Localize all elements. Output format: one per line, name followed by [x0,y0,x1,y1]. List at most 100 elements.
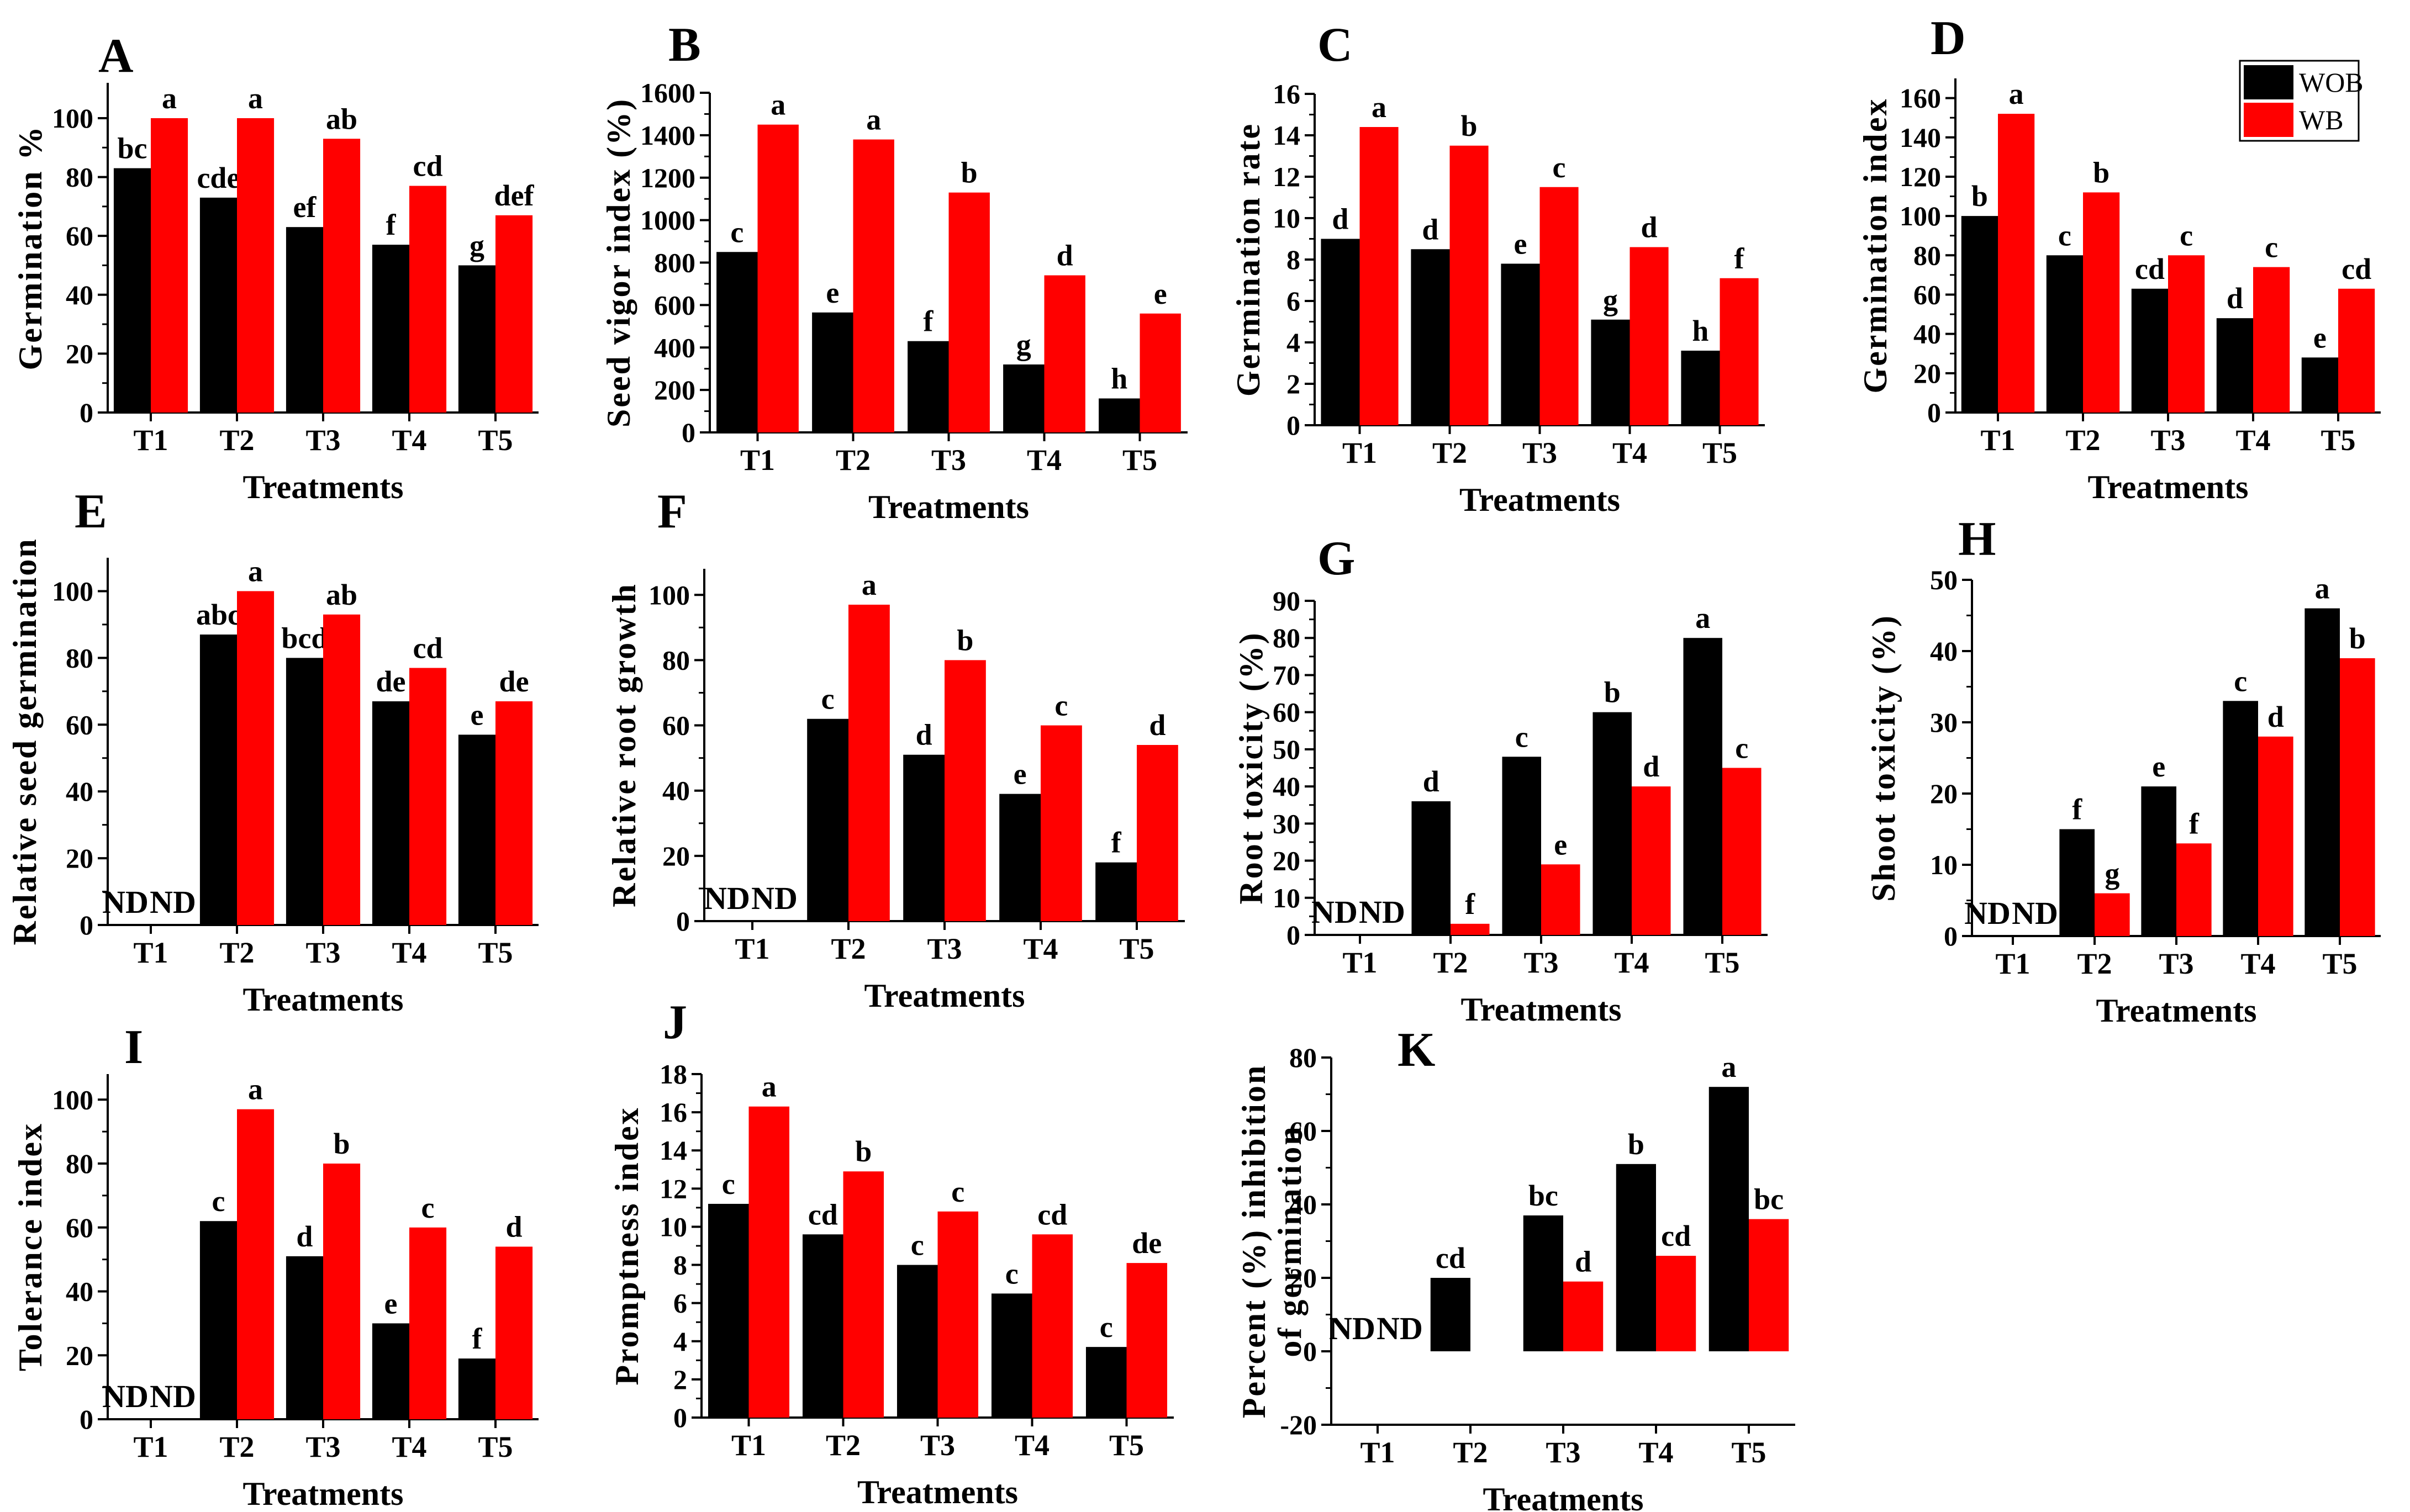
significance-label: de [499,665,529,698]
x-tick-label: T5 [478,1430,513,1463]
x-tick-label: T1 [1342,436,1377,469]
significance-label: d [2227,282,2243,315]
significance-label: cd [2135,252,2165,286]
bar-wb-t1 [748,1106,790,1418]
x-tick-label: T4 [1023,932,1058,965]
x-tick-label: T4 [392,424,426,457]
y-tick-label: 20 [662,840,690,871]
y-tick-label: 20 [1289,1262,1317,1293]
y-tick-label: 10 [660,1211,687,1242]
significance-label: e [1154,277,1167,310]
x-tick-label: T3 [927,932,962,965]
y-tick-label: 16 [660,1097,687,1128]
y-tick-label: 0 [1303,1336,1317,1367]
significance-label: g [470,229,484,262]
significance-label: abc [196,598,241,631]
y-tick-label: 2 [1286,368,1300,399]
y-tick-label: 6 [1286,286,1300,316]
x-tick-label: T1 [133,936,168,969]
significance-label: f [1734,242,1745,275]
significance-label: b [957,623,973,657]
significance-label: f [2189,807,2200,840]
bar-wb-t4 [409,1227,447,1419]
y-tick-label: 40 [66,776,93,807]
significance-label: b [961,156,978,189]
bar-wb-t4 [409,186,447,413]
significance-label: a [1695,601,1710,635]
significance-label: e [826,276,839,309]
significance-label: bc [117,132,147,165]
significance-label: c [1005,1257,1019,1290]
significance-label: h [1111,362,1127,395]
x-axis-label: Treatments [1483,1481,1643,1512]
y-axis-label: Root toxicity (%) [1233,631,1269,904]
bar-wb-t5 [2340,658,2375,936]
significance-label: a [862,568,877,601]
x-tick-label: T3 [920,1429,955,1462]
x-tick-label: T5 [1119,932,1154,965]
significance-label: d [296,1220,313,1253]
significance-label: d [1332,203,1348,236]
significance-label: e [2313,321,2327,354]
bar-wob-t4 [372,701,409,925]
bar-wb-t2 [237,118,275,413]
significance-label: b [1971,179,1988,213]
significance-label: d [1641,211,1658,244]
bar-wob-t5 [458,1358,495,1419]
y-tick-label: 20 [1930,778,1958,809]
bar-wob-t5 [2304,608,2340,936]
bar-wb-t4 [2253,267,2290,413]
nd-label-wob: ND [704,880,750,916]
significance-label: c [821,683,835,716]
x-axis-label: Treatments [857,1474,1018,1510]
x-tick-label: T3 [305,1430,340,1463]
bar-wob-t2 [2046,255,2083,413]
y-tick-label: 1600 [640,77,695,108]
panel-e: E 0 20 40 60 80 100 Relative seed germination T1… [7,485,539,1018]
panel-letter: D [1931,12,1966,65]
y-tick-label: 800 [654,247,695,278]
y-tick-label: 4 [1286,327,1300,358]
y-tick-label: 70 [1273,659,1300,690]
y-tick-label: 120 [1900,161,1941,192]
significance-label: c [2180,219,2193,252]
y-tick-label: 40 [1930,636,1958,667]
y-tick-label: 30 [1930,707,1958,738]
significance-label: c [2058,219,2071,252]
x-tick-label: T4 [1614,946,1649,979]
x-tick-label: T5 [1122,443,1157,477]
significance-label: g [2105,857,2119,890]
y-tick-label: 80 [66,642,93,673]
legend-swatch-wb [2244,103,2293,137]
y-tick-label: 8 [673,1250,687,1281]
significance-label: e [470,698,483,731]
bar-wob-t3 [2131,288,2168,413]
y-axis-label-line2: of germination [1272,1125,1308,1357]
y-tick-label: 6 [673,1288,687,1319]
y-tick-label: 20 [66,338,93,369]
x-tick-label: T1 [133,1430,168,1463]
x-tick-label: T1 [1342,946,1377,979]
x-tick-label: T1 [1980,424,2015,457]
bar-wb-t1 [1998,114,2035,413]
y-tick-label: 40 [1273,771,1300,802]
bar-wb-t2 [237,591,275,925]
significance-label: d [1643,750,1659,783]
x-tick-label: T4 [1027,443,1062,477]
significance-label: cde [197,161,240,194]
significance-label: cd [413,632,443,665]
y-tick-label: 40 [1913,319,1941,350]
bar-wb-t5 [495,215,533,413]
nd-label-wob: ND [102,884,149,920]
x-axis-label: Treatments [868,489,1029,525]
nd-label-wob: ND [1329,1310,1375,1346]
bar-wb-t2 [2083,192,2120,413]
panel-letter: B [668,18,701,72]
y-tick-label: 20 [1913,358,1941,389]
panel-letter: C [1317,18,1353,72]
y-tick-label: 0 [673,1402,687,1433]
y-tick-label: 60 [66,220,93,251]
x-tick-label: T2 [836,443,871,477]
